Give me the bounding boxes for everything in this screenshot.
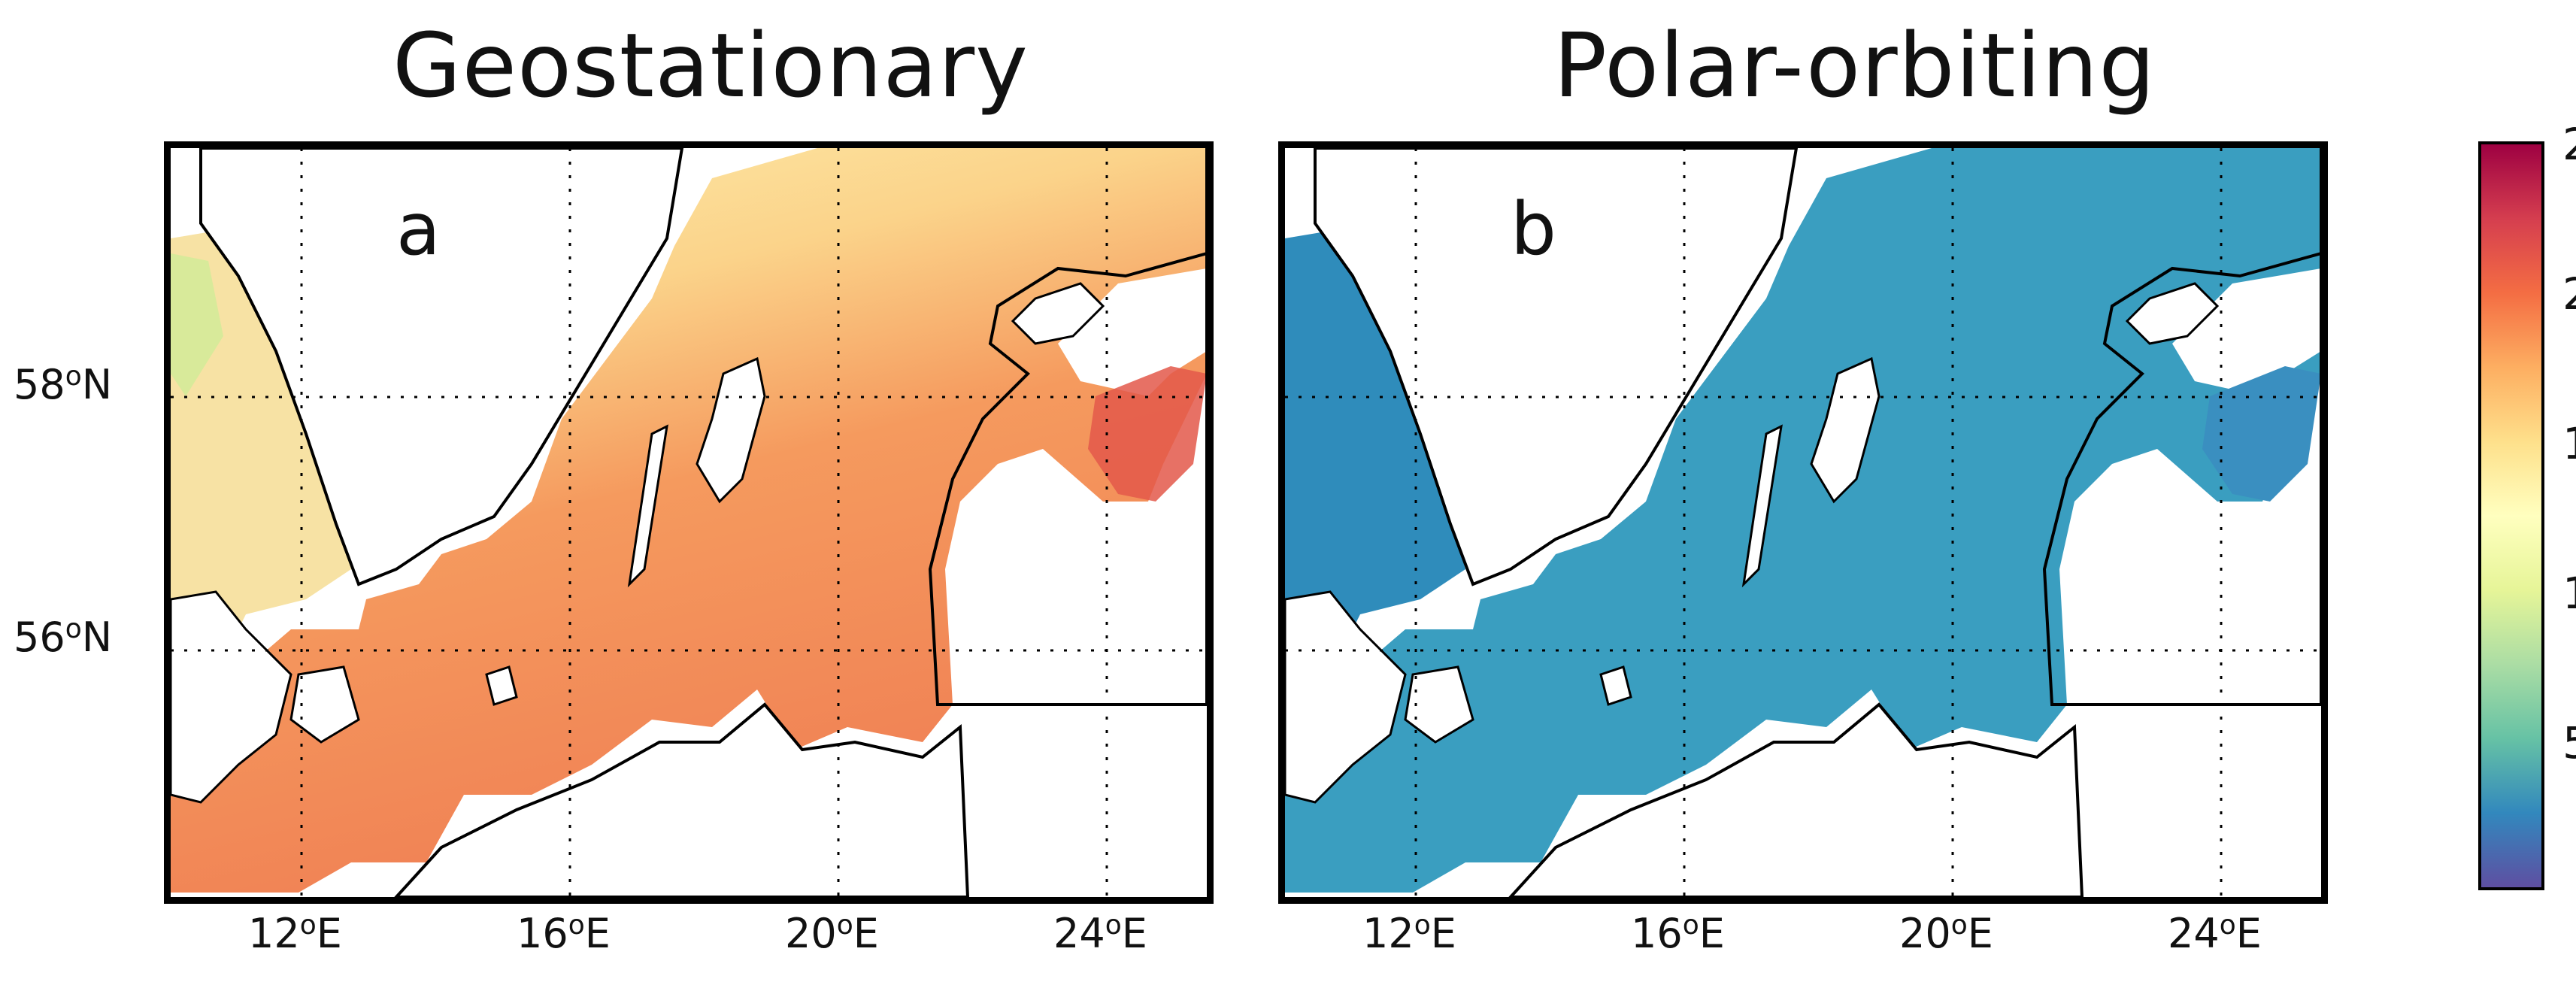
kattegat-b (1285, 231, 1465, 674)
degree-symbol: o (65, 614, 82, 644)
lon-tick-a-12: 12oE (248, 910, 342, 957)
island-gotland-a (696, 356, 766, 504)
sea-area-a (171, 148, 1207, 893)
southern-land-b (1508, 702, 2084, 897)
lon-tick-b-16: 16oE (1631, 910, 1725, 957)
lon-suffix: E (1121, 910, 1147, 957)
lon-tick-a-24: 24oE (1053, 910, 1147, 957)
colorbar-tick-100: 100 (2562, 568, 2576, 619)
map-panel-a: a (164, 141, 1214, 904)
lon-tick-a-16: 16oE (517, 910, 611, 957)
map-b-svg (1285, 148, 2321, 897)
lon-suffix: E (1967, 910, 1993, 957)
degree-symbol: o (2219, 910, 2236, 941)
lon-value: 16 (517, 910, 568, 957)
lat-tick-58-value: 58 (14, 361, 65, 408)
degree-symbol: o (65, 361, 82, 392)
island-oland-b (1741, 424, 1783, 588)
degree-symbol: o (1105, 910, 1122, 941)
island-bornholm-a (485, 665, 518, 706)
lon-value: 24 (1053, 910, 1105, 957)
lon-value: 24 (2168, 910, 2220, 957)
graticule-a (171, 148, 1207, 897)
lon-value: 12 (248, 910, 300, 957)
lat-suffix: N (81, 361, 113, 408)
lon-tick-b-24: 24oE (2168, 910, 2262, 957)
island-oland-a (627, 424, 668, 588)
southern-land-a (394, 702, 970, 897)
denmark-land-b (1285, 590, 1407, 804)
island-bornholm-b (1599, 665, 1632, 706)
lon-suffix: E (1430, 910, 1456, 957)
lon-value: 12 (1362, 910, 1414, 957)
degree-symbol: o (1414, 910, 1431, 941)
map-a-svg (171, 148, 1207, 897)
colorbar-tick-250: 250 (2562, 119, 2576, 170)
lon-value: 16 (1631, 910, 1683, 957)
island-gotland-b (1810, 356, 1880, 504)
lon-suffix: E (316, 910, 342, 957)
island-saaremaa-b (2125, 282, 2220, 345)
sea-area-b (1285, 148, 2321, 893)
lon-suffix: E (853, 910, 879, 957)
panel-b-title: Polar-orbiting (1553, 14, 2156, 117)
degree-symbol: o (836, 910, 853, 941)
colorbar (2478, 141, 2544, 890)
lon-suffix: E (1699, 910, 1725, 957)
lon-value: 20 (785, 910, 837, 957)
sweden-coast-b (1314, 148, 1799, 586)
degree-symbol: o (568, 910, 585, 941)
denmark-land-a (171, 590, 292, 804)
lat-tick-56-value: 56 (14, 614, 65, 661)
degree-symbol: o (1950, 910, 1968, 941)
lon-tick-b-12: 12oE (1362, 910, 1456, 957)
degree-symbol: o (1682, 910, 1699, 941)
lon-suffix: E (584, 910, 611, 957)
sweden-coast-a (199, 148, 684, 586)
degree-symbol: o (299, 910, 317, 941)
eastern-land-a (928, 148, 1207, 706)
lon-value: 20 (1899, 910, 1951, 957)
panel-a-title: Geostationary (392, 14, 1029, 117)
lon-tick-a-20: 20oE (785, 910, 879, 957)
lon-tick-b-20: 20oE (1899, 910, 1993, 957)
lon-suffix: E (2235, 910, 2262, 957)
colorbar-tick-50: 50 (2562, 717, 2576, 768)
eastern-land-b (2042, 148, 2321, 706)
panel-a-label: a (396, 187, 441, 271)
panel-b-label: b (1511, 187, 1556, 271)
map-panel-b: b (1278, 141, 2328, 904)
graticule-b (1285, 148, 2321, 897)
lat-tick-56: 56oN (14, 614, 112, 661)
lat-tick-58: 58oN (14, 361, 112, 408)
colorbar-tick-150: 150 (2562, 418, 2576, 469)
colorbar-tick-200: 200 (2562, 268, 2576, 320)
lat-suffix: N (81, 614, 113, 661)
island-saaremaa-a (1011, 282, 1105, 345)
